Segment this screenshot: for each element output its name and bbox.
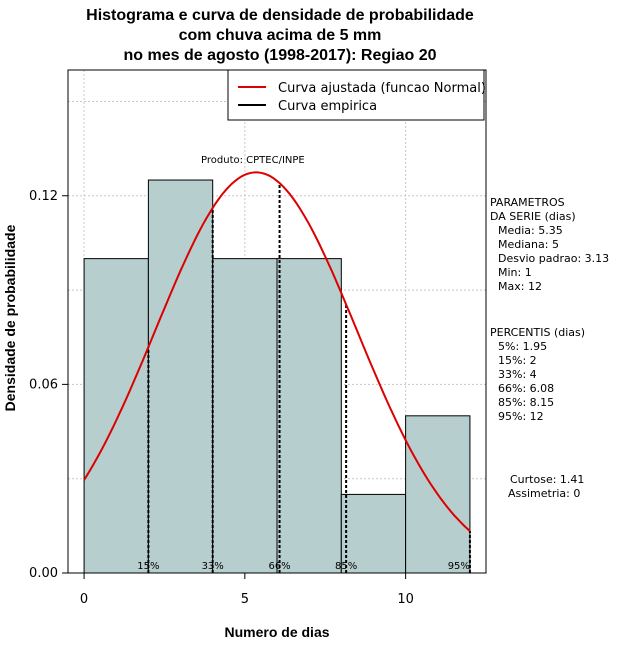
parametro-min: Min: 1 — [498, 266, 532, 279]
percentil-15: 15%: 2 — [498, 354, 537, 367]
percentile-label-2: 66% — [268, 561, 290, 572]
x-axis-label: Numero de dias — [224, 624, 330, 640]
x-tick-label-2: 10 — [397, 592, 414, 607]
parametros-header-line-1: PARAMETROS — [490, 196, 565, 209]
percentile-label-4: 95% — [448, 561, 470, 572]
parametros-panel: PARAMETROS DA SERIE (dias) Media: 5.35 M… — [490, 196, 609, 294]
parametro-media: Media: 5.35 — [498, 224, 563, 237]
legend-box — [227, 69, 485, 121]
parametro-desvio-padrao: Desvio padrao: 3.13 — [498, 252, 610, 265]
percentil-85: 85%: 8.15 — [498, 396, 555, 409]
histogram-bar-0 — [83, 258, 149, 574]
y-tick-label-1: 0.06 — [29, 377, 58, 392]
shape-panel: Curtose: 1.41 Assimetria: 0 — [508, 473, 585, 501]
histogram-bar-3 — [276, 258, 342, 574]
parametros-header-line-2: DA SERIE (dias) — [490, 210, 576, 223]
percentis-panel: PERCENTIS (dias) 5%: 1.95 15%: 2 33%: 4 … — [490, 326, 585, 424]
product-credit: Produto: CPTEC/INPE — [201, 155, 305, 166]
percentil-66: 66%: 6.08 — [498, 382, 555, 395]
curtose-value: Curtose: 1.41 — [510, 473, 585, 486]
x-tick-label-1: 5 — [241, 592, 249, 607]
legend-entry-1: Curva empirica — [278, 99, 377, 114]
histogram-bar-2 — [212, 258, 278, 574]
chart-title-line-1: Histograma e curva de densidade de proba… — [86, 7, 474, 24]
histogram-bar-4 — [340, 493, 407, 574]
percentile-label-1: 33% — [202, 561, 224, 572]
percentil-5: 5%: 1.95 — [498, 340, 548, 353]
parametro-max: Max: 12 — [498, 280, 542, 293]
y-tick-label-0: 0.00 — [29, 566, 58, 581]
percentis-header: PERCENTIS (dias) — [490, 326, 586, 339]
chart-title-line-2: com chuva acima de 5 mm — [178, 27, 382, 44]
percentile-label-0: 15% — [137, 561, 159, 572]
normal-fit-curve — [83, 171, 471, 532]
histogram-bar-5 — [405, 415, 471, 574]
y-tick-label-2: 0.12 — [29, 189, 58, 204]
assimetria-value: Assimetria: 0 — [508, 487, 581, 500]
parametro-mediana: Mediana: 5 — [498, 238, 559, 251]
chart-title-line-3: no mes de agosto (1998-2017): Regiao 20 — [123, 47, 437, 64]
histogram-bar-1 — [147, 179, 214, 574]
percentile-label-3: 85% — [335, 561, 357, 572]
percentil-95: 95%: 12 — [498, 410, 544, 423]
percentil-33: 33%: 4 — [498, 368, 537, 381]
x-tick-label-0: 0 — [80, 592, 88, 607]
legend-entry-0: Curva ajustada (funcao Normal) — [278, 81, 486, 96]
